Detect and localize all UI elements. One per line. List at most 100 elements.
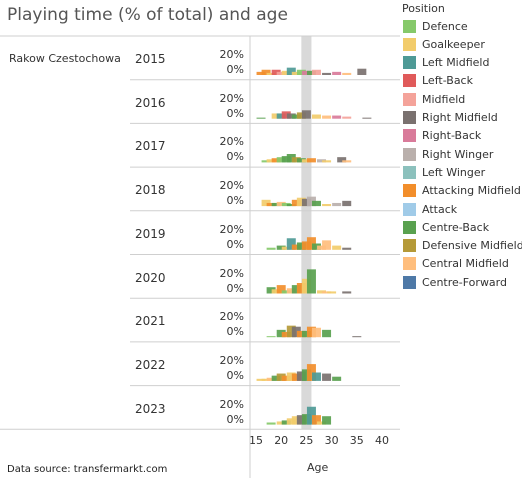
bar (296, 415, 306, 425)
bar (311, 114, 321, 119)
legend-swatch (403, 129, 416, 143)
legend-item: Left Midfield (403, 55, 489, 71)
panel-year-label: 2018 (135, 183, 166, 198)
bar (276, 245, 286, 250)
bar (286, 154, 296, 163)
bar (286, 372, 296, 381)
x-tick-label: 25 (299, 434, 314, 448)
legend-item: Attacking Midfield (403, 183, 521, 199)
legend-swatch (403, 275, 416, 289)
legend-item: Left Winger (403, 164, 485, 180)
y-tick-label: 20% (219, 135, 244, 149)
bar (317, 245, 327, 250)
bar (296, 330, 306, 338)
bar (261, 199, 271, 207)
legend-label: Centre-Forward (422, 275, 507, 289)
bar (322, 240, 332, 250)
bar (291, 326, 301, 338)
panel-year-label: 2015 (135, 52, 166, 66)
legend-label: Central Midfield (422, 257, 509, 271)
bar (322, 204, 332, 207)
bar (332, 202, 342, 207)
bar (301, 110, 311, 119)
legend-label: Attacking Midfield (422, 184, 521, 198)
bar (256, 378, 266, 381)
panel-year-label: 2022 (135, 357, 166, 372)
bar (291, 285, 301, 294)
bar (301, 241, 311, 250)
bar (271, 289, 281, 294)
bar (332, 245, 342, 250)
legend-label: Right-Back (422, 129, 482, 143)
x-tick-label: 20 (274, 434, 289, 448)
bar (281, 202, 291, 207)
legend-item: Goalkeeper (403, 36, 485, 52)
bar (276, 421, 286, 425)
y-tick-label: 0% (226, 368, 244, 382)
bar (322, 329, 332, 338)
bar (301, 198, 311, 207)
bar (266, 422, 276, 425)
y-tick-label: 0% (226, 106, 244, 120)
bar (352, 336, 362, 338)
x-tick-label: 40 (375, 434, 389, 448)
bar (266, 247, 276, 250)
bar (261, 378, 271, 381)
bar (306, 364, 316, 381)
bar (281, 290, 291, 294)
bar (306, 326, 316, 338)
bar (311, 327, 321, 338)
legend-swatch (403, 184, 416, 198)
legend-title: Position (402, 2, 445, 15)
legend-label: Centre-Back (422, 220, 490, 234)
x-tick-label: 30 (324, 434, 339, 448)
legend-item: Right Midfield (403, 110, 498, 126)
legend-item: Defence (403, 18, 468, 34)
bar (301, 278, 311, 294)
panel-year-label: 2017 (135, 139, 166, 154)
bar (342, 200, 352, 207)
y-tick-label: 20% (219, 222, 244, 236)
legend-item: Defensive Midfield (403, 238, 522, 254)
panel-year-label: 2021 (135, 314, 166, 329)
legend-swatch (403, 37, 416, 51)
legend-label: Attack (422, 202, 458, 216)
legend-label: Defensive Midfield (422, 239, 522, 253)
bar (286, 238, 296, 250)
bar (276, 201, 286, 207)
bar (271, 113, 281, 119)
legend-label: Goalkeeper (422, 37, 485, 51)
bar (322, 373, 332, 381)
bar (306, 237, 316, 250)
bar (281, 375, 291, 381)
bar (327, 291, 337, 294)
bar (281, 70, 291, 75)
legend-item: Attack (403, 201, 457, 217)
legend-swatch (403, 74, 416, 88)
bar (301, 369, 311, 381)
y-tick-label: 0% (226, 325, 244, 339)
bar (266, 159, 276, 163)
legend-item: Midfield (403, 91, 465, 107)
y-tick-label: 0% (226, 237, 244, 251)
bar (317, 290, 327, 294)
y-tick-label: 0% (226, 281, 244, 295)
bar (281, 420, 291, 425)
bar (342, 160, 352, 163)
bar (337, 157, 347, 163)
bar (322, 72, 332, 75)
bar (291, 199, 301, 207)
bar (266, 377, 276, 381)
bar (266, 72, 276, 75)
y-tick-label: 20% (219, 310, 244, 324)
x-axis-label: Age (307, 461, 329, 474)
legend-item: Central Midfield (403, 256, 509, 272)
bar (332, 115, 342, 119)
bar (311, 69, 321, 75)
bar (286, 204, 296, 207)
y-tick-label: 20% (219, 353, 244, 367)
bar (286, 418, 296, 425)
bar (286, 67, 296, 75)
bar (261, 69, 271, 75)
bar (296, 69, 306, 75)
